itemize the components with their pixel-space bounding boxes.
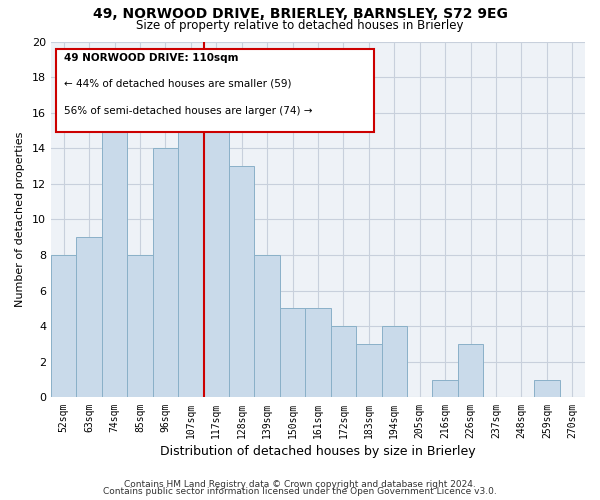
Text: Contains public sector information licensed under the Open Government Licence v3: Contains public sector information licen… — [103, 488, 497, 496]
Bar — [433, 380, 458, 398]
Bar — [254, 255, 280, 398]
Bar — [280, 308, 305, 398]
Bar — [458, 344, 483, 398]
Bar — [178, 112, 203, 398]
Text: Contains HM Land Registry data © Crown copyright and database right 2024.: Contains HM Land Registry data © Crown c… — [124, 480, 476, 489]
Bar — [102, 130, 127, 398]
Bar — [203, 95, 229, 398]
FancyBboxPatch shape — [56, 48, 374, 132]
Bar — [331, 326, 356, 398]
Bar — [382, 326, 407, 398]
Bar — [534, 380, 560, 398]
Bar — [229, 166, 254, 398]
Bar — [305, 308, 331, 398]
Text: ← 44% of detached houses are smaller (59): ← 44% of detached houses are smaller (59… — [64, 79, 292, 89]
Bar — [127, 255, 152, 398]
Bar — [76, 238, 102, 398]
Bar — [51, 255, 76, 398]
Bar — [152, 148, 178, 398]
Text: 56% of semi-detached houses are larger (74) →: 56% of semi-detached houses are larger (… — [64, 106, 313, 116]
Y-axis label: Number of detached properties: Number of detached properties — [15, 132, 25, 307]
X-axis label: Distribution of detached houses by size in Brierley: Distribution of detached houses by size … — [160, 444, 476, 458]
Bar — [356, 344, 382, 398]
Text: Size of property relative to detached houses in Brierley: Size of property relative to detached ho… — [136, 19, 464, 32]
Text: 49, NORWOOD DRIVE, BRIERLEY, BARNSLEY, S72 9EG: 49, NORWOOD DRIVE, BRIERLEY, BARNSLEY, S… — [92, 8, 508, 22]
Text: 49 NORWOOD DRIVE: 110sqm: 49 NORWOOD DRIVE: 110sqm — [64, 53, 239, 63]
